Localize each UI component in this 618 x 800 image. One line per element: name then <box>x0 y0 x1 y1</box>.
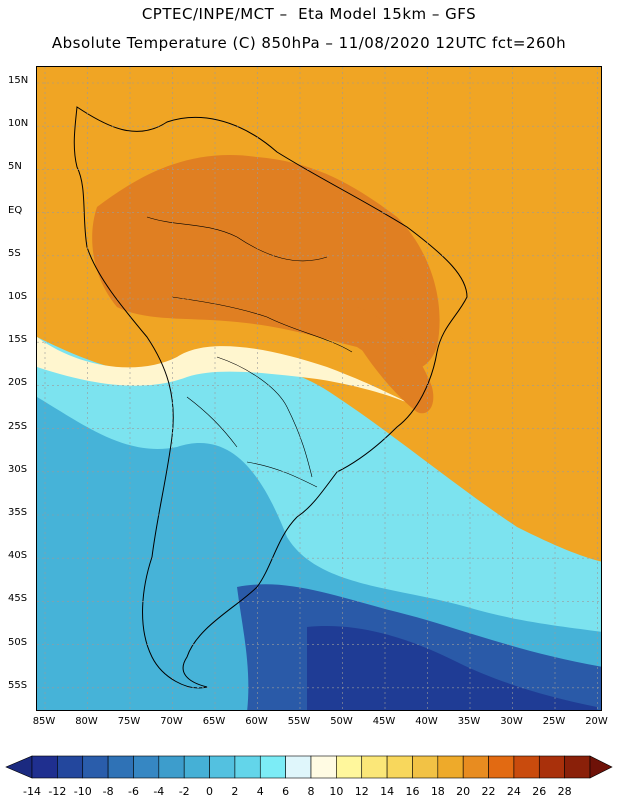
legend-tick-label: -2 <box>179 785 190 798</box>
legend-tick-label: -6 <box>128 785 139 798</box>
latitude-label: 15S <box>8 334 28 346</box>
coldest-field <box>307 626 597 710</box>
legend-tick-label: 8 <box>308 785 315 798</box>
legend-tick-label: -12 <box>48 785 66 798</box>
temperature-map <box>36 66 602 711</box>
legend-tick-label: 6 <box>282 785 289 798</box>
longitude-label: 25W <box>542 716 566 727</box>
latitude-label: EQ <box>8 204 23 216</box>
legend-tick-label: 18 <box>431 785 445 798</box>
legend-color-box <box>336 755 363 779</box>
longitude-label: 40W <box>415 716 438 727</box>
warm-core-southeast <box>357 307 434 414</box>
legend-color-box <box>513 755 540 779</box>
latitude-label: 20S <box>8 377 28 389</box>
legend-color-box <box>285 755 312 779</box>
legend-color-box <box>158 755 185 779</box>
latitude-label: 50S <box>8 636 28 648</box>
neutral-field <box>37 337 417 407</box>
legend-tick-label: 28 <box>558 785 572 798</box>
legend-color-box <box>564 755 591 779</box>
legend-color-box <box>361 755 388 779</box>
latitude-label: 5S <box>8 247 21 259</box>
legend-tick-label: 16 <box>405 785 419 798</box>
legend-color-box <box>437 755 464 779</box>
longitude-label: 60W <box>245 716 268 727</box>
legend-color-box <box>488 755 515 779</box>
legend-under-arrow <box>5 755 33 779</box>
map-title: CPTEC/INPE/MCT – Eta Model 15km – GFS <box>141 5 477 23</box>
latitude-label: 55S <box>8 679 28 691</box>
legend-color-box <box>107 755 134 779</box>
legend-color-box <box>310 755 337 779</box>
longitude-label: 50W <box>330 716 353 727</box>
warm-core-field <box>92 155 440 371</box>
longitude-label: 20W <box>585 716 608 727</box>
longitude-label: 70W <box>160 716 183 727</box>
longitude-label: 65W <box>202 716 226 727</box>
map-subtitle: Absolute Temperature (C) 850hPa – 11/08/… <box>51 34 567 52</box>
graticule <box>37 67 601 710</box>
legend-tick-label: 20 <box>456 785 470 798</box>
latitude-label: 40S <box>8 550 28 562</box>
legend-tick-label: -4 <box>153 785 164 798</box>
latitude-label: 45S <box>8 593 28 605</box>
legend-color-box <box>538 755 565 779</box>
legend-color-box <box>209 755 236 779</box>
legend-color-box <box>82 755 109 779</box>
legend-tick-label: 12 <box>355 785 369 798</box>
longitude-label: 35W <box>457 716 481 727</box>
longitude-label: 80W <box>75 716 98 727</box>
south-america-coastline <box>73 106 468 689</box>
legend-color-box <box>57 755 84 779</box>
legend-tick-label: 22 <box>482 785 496 798</box>
legend-tick-label: 4 <box>257 785 264 798</box>
color-legend-ticks: -14 -12 -10 -8 -6 -4 -2 0 2 4 6 8 10 12 14 16 18 20 22 24 26… <box>23 785 572 798</box>
longitude-label: 55W <box>287 716 311 727</box>
legend-tick-label: 2 <box>231 785 238 798</box>
legend-tick-label: -8 <box>103 785 114 798</box>
latitude-label: 35S <box>8 507 28 518</box>
color-legend: -14 -12 -10 -8 -6 -4 -2 0 2 4 6 8 10 12 14 16 18 20 22 24 26… <box>5 755 613 798</box>
country-borders <box>146 216 353 488</box>
legend-color-box <box>386 755 413 779</box>
legend-tick-label: 26 <box>532 785 546 798</box>
latitude-label: 5N <box>8 161 22 173</box>
legend-color-box <box>183 755 210 779</box>
longitude-label: 75W <box>117 716 141 727</box>
legend-tick-label: -14 <box>23 785 41 798</box>
legend-tick-label: -10 <box>74 785 92 798</box>
legend-color-box <box>412 755 439 779</box>
legend-tick-label: 24 <box>507 785 521 798</box>
longitude-label: 85W <box>32 716 56 727</box>
legend-color-box <box>259 755 286 779</box>
temperature-field <box>37 67 601 710</box>
color-legend-boxes <box>5 755 613 779</box>
legend-color-box <box>462 755 489 779</box>
longitude-label: 30W <box>500 716 523 727</box>
legend-color-box <box>31 755 58 779</box>
latitude-label: 10S <box>8 291 28 302</box>
latitude-label: 30S <box>8 463 28 475</box>
longitude-label: 45W <box>372 716 396 727</box>
legend-color-box <box>234 755 261 779</box>
legend-tick-label: 0 <box>206 785 213 798</box>
latitude-label: 10N <box>8 118 29 130</box>
legend-over-arrow <box>589 755 613 779</box>
legend-color-box <box>133 755 160 779</box>
legend-tick-label: 10 <box>329 785 343 798</box>
latitude-label: 25S <box>8 420 28 432</box>
legend-tick-label: 14 <box>380 785 394 798</box>
latitude-label: 15N <box>8 75 29 86</box>
